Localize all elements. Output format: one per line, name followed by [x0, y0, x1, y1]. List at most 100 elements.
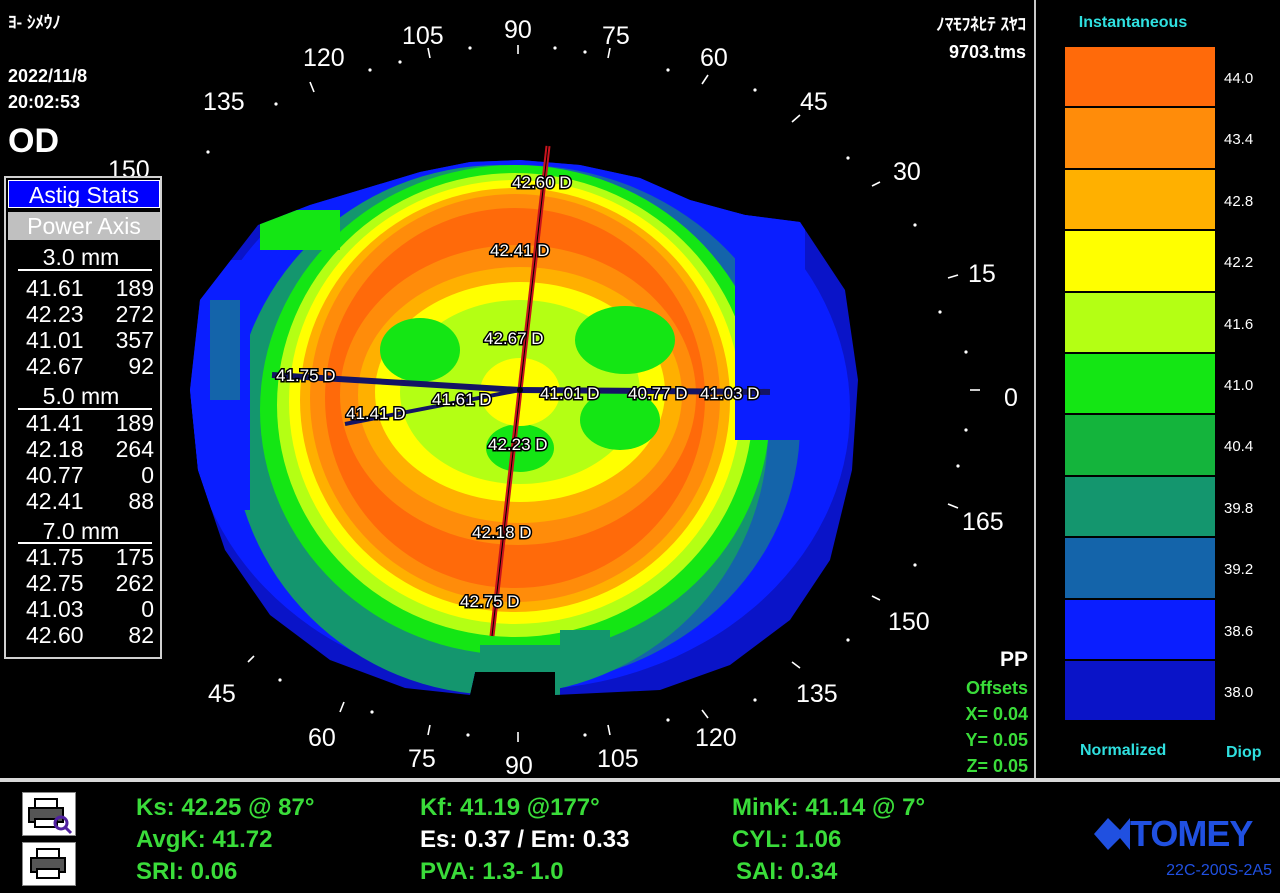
scale-value: 41.0: [1224, 377, 1254, 394]
angle-label: 90: [504, 16, 532, 44]
map-label: 42.41 D: [490, 241, 550, 260]
normalized-label[interactable]: Normalized: [1080, 742, 1167, 759]
tomey-logo-icon: [1094, 818, 1130, 850]
indices-bar: Ks: 42.25 @ 87° Kf: 41.19 @177° MinK: 41…: [0, 778, 1280, 893]
pva-value: PVA: 1.3- 1.0: [420, 858, 564, 885]
divider: [18, 408, 152, 410]
map-label: 41.03 D: [700, 384, 760, 403]
scale-value: 38.6: [1224, 622, 1254, 640]
printer-icon: [30, 848, 66, 879]
scale-swatch: [1064, 168, 1216, 231]
scale-value: 39.2: [1224, 561, 1254, 579]
scale-swatch: [1064, 46, 1216, 108]
file-name: ﾉﾏﾓﾌﾈﾋﾃ ｽﾔｺ: [936, 15, 1026, 34]
map-value-labels: 42.60 D 42.41 D 42.67 D 41.75 D 41.41 D …: [275, 172, 762, 613]
scale-value: 44.0: [1224, 70, 1254, 87]
scale-value: 43.4: [1224, 131, 1254, 149]
angle-label: 120: [695, 724, 737, 752]
angle-label: 150: [888, 608, 930, 636]
angle-label: 45: [208, 680, 236, 708]
astig-stats-title[interactable]: Astig Stats: [8, 180, 160, 208]
scale-swatch: [1064, 414, 1216, 476]
angle-tick-marks: [247, 45, 980, 742]
es-em-value: Es: 0.37 / Em: 0.33: [420, 826, 630, 853]
scale-value: 42.2: [1224, 254, 1254, 272]
angle-label: 45: [800, 88, 828, 116]
angle-label: 60: [308, 724, 336, 752]
scale-swatch: [1064, 107, 1216, 169]
map-label: 40.77 D: [628, 384, 688, 403]
cyl-value: CYL: 1.06: [732, 826, 842, 853]
file-filename: 9703.tms: [948, 42, 1026, 62]
map-label: 41.75 D: [276, 366, 336, 385]
sri-value: SRI: 0.06: [136, 858, 238, 885]
eye-label: OD: [8, 122, 59, 160]
print-preview-icon: [28, 798, 73, 835]
kf-value: Kf: 41.19 @177°: [420, 794, 600, 821]
scale-value: 38.0: [1224, 684, 1254, 701]
pp-label: PP: [999, 648, 1028, 671]
color-scale-panel: Instantaneous 44.0 43.4 42.8 42.2 41.6 41.0 40…: [1040, 0, 1280, 778]
offset-x: X= 0.04: [965, 704, 1028, 724]
astig-stats-panel: Astig Stats Power Axis 3.0 mm 41.61 189 4…: [4, 176, 162, 659]
ks-value: Ks: 42.25 @ 87°: [136, 794, 315, 821]
exam-date: 2022/11/8: [8, 66, 88, 86]
power-axis-header[interactable]: Power Axis: [8, 212, 160, 240]
divider: [18, 269, 152, 271]
map-label: 42.18 D: [472, 523, 532, 542]
print-button[interactable]: [22, 842, 76, 886]
scale-swatch: [1064, 291, 1216, 353]
scale-swatch: [1064, 537, 1216, 599]
angle-label: 0: [1004, 384, 1018, 412]
angle-label: 135: [796, 680, 838, 708]
divider: [18, 542, 152, 544]
scale-title[interactable]: Instantaneous: [1078, 14, 1188, 31]
angle-label: 30: [893, 158, 921, 186]
map-label: 41.01 D: [540, 384, 600, 403]
map-label: 41.61 D: [432, 390, 492, 409]
zone-label-3mm: 3.0 mm: [42, 244, 120, 270]
corneal-map[interactable]: 42.60 D 42.41 D 42.67 D 41.75 D 41.41 D …: [0, 0, 1036, 778]
mink-value: MinK: 41.14 @ 7°: [732, 794, 926, 821]
map-label: 42.75 D: [460, 592, 520, 611]
scale-swatch: [1064, 598, 1216, 660]
tomey-logo-text: TOMEY: [1130, 813, 1253, 854]
angle-label: 120: [303, 44, 345, 72]
offset-z: Z= 0.05: [966, 756, 1028, 776]
scale-swatch: [1064, 475, 1216, 538]
offset-y: Y= 0.05: [965, 730, 1028, 750]
angle-label: 60: [700, 44, 728, 72]
angle-label: 75: [602, 22, 630, 50]
map-panel: ﾖ- ｼﾒｳﾉ 2022/11/8 20:02:53 OD ﾉﾏﾓﾌﾈﾋﾃ ｽﾔ…: [0, 0, 1036, 780]
scale-value: 40.4: [1224, 438, 1254, 456]
model-code: 22C-200S-2A5: [1166, 862, 1272, 879]
zone-label-7mm: 7.0 mm: [42, 518, 120, 544]
angle-label: 135: [203, 88, 245, 116]
topography-colormap: [190, 160, 858, 695]
scale-value: 41.6: [1224, 315, 1254, 333]
exam-time: 20:02:53: [8, 92, 81, 112]
angle-label: 15: [968, 260, 996, 288]
scale-swatch: [1064, 353, 1216, 415]
print-preview-button[interactable]: [22, 792, 76, 836]
angle-label: 105: [597, 745, 639, 773]
angle-label: 165: [962, 508, 1004, 536]
map-label: 41.41 D: [346, 404, 406, 423]
scale-swatch: [1064, 660, 1216, 722]
scale-value: 42.8: [1224, 192, 1254, 210]
offsets-title: Offsets: [965, 678, 1028, 698]
map-label: 42.60 D: [512, 173, 572, 192]
angle-label: 90: [505, 752, 533, 780]
tomey-logo: TOMEY: [1090, 814, 1270, 854]
patient-name: ﾖ- ｼﾒｳﾉ: [8, 13, 61, 32]
angle-label: 75: [408, 745, 436, 773]
angle-ticks: [206, 46, 968, 737]
sai-value: SAI: 0.34: [736, 858, 838, 885]
zone-label-5mm: 5.0 mm: [42, 383, 120, 409]
scale-value: 39.8: [1224, 499, 1254, 517]
astig-axes: [271, 145, 771, 637]
angle-label: 105: [402, 22, 444, 50]
map-label: 42.23 D: [488, 435, 548, 454]
avgk-value: AvgK: 41.72: [136, 826, 273, 853]
diop-label[interactable]: Diop: [1226, 744, 1262, 761]
